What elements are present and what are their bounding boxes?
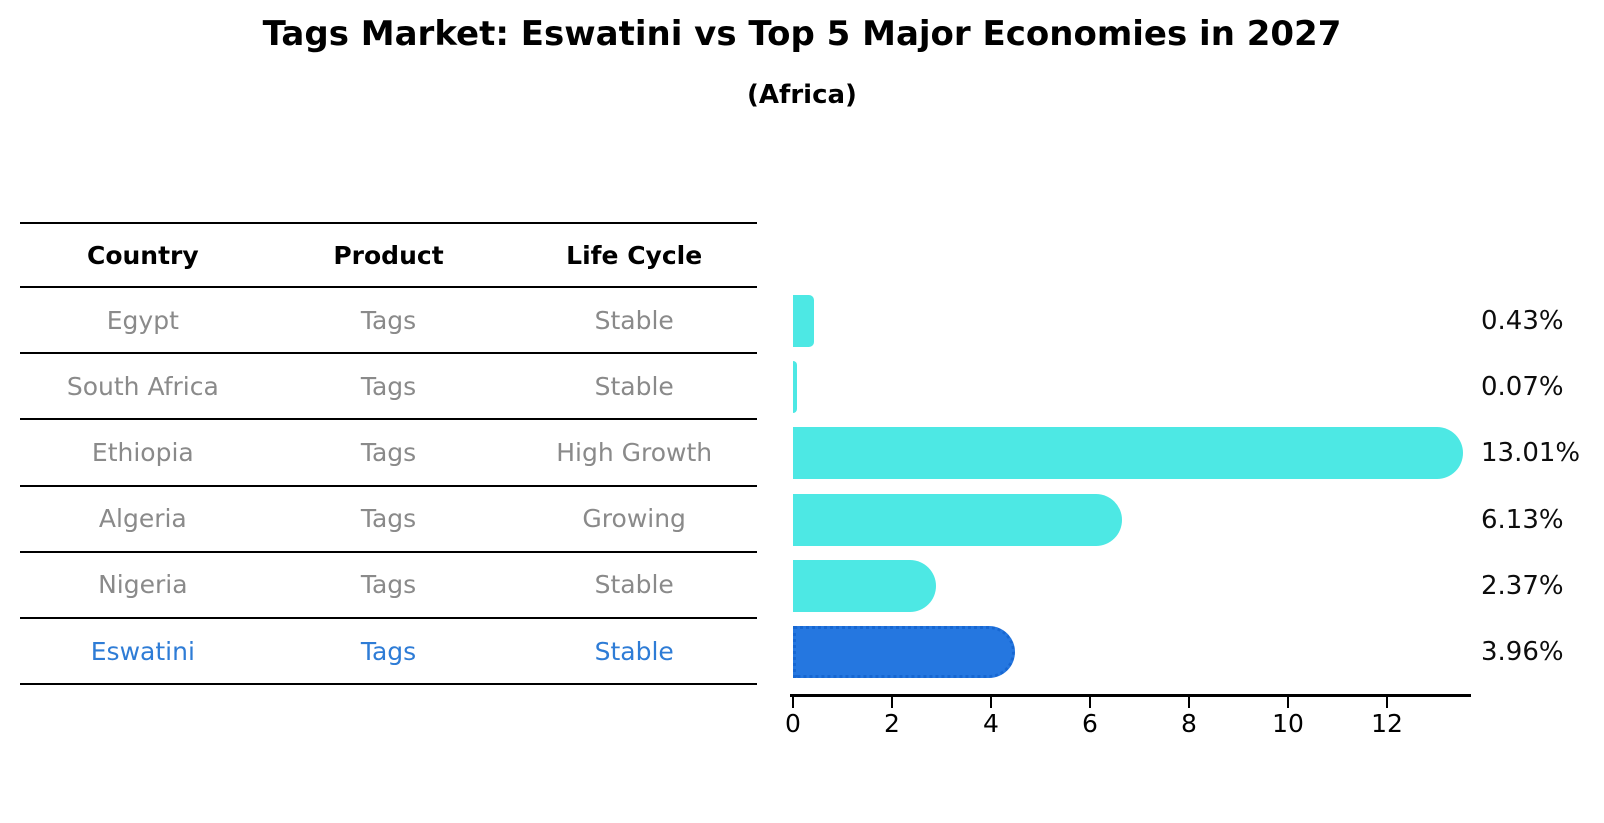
country-cell: South Africa bbox=[66, 371, 219, 401]
value-label-ethiopia: 13.01% bbox=[1481, 438, 1581, 469]
table-row-algeria: Algeria Tags Growing bbox=[20, 487, 757, 553]
country-cell: Algeria bbox=[98, 504, 187, 534]
value-label-south-africa: 0.07% bbox=[1481, 372, 1564, 403]
country-cell: Ethiopia bbox=[91, 437, 194, 467]
value-label-algeria: 6.13% bbox=[1481, 504, 1564, 535]
country-cell: Eswatini bbox=[90, 636, 195, 666]
lifecycle-cell: Stable bbox=[594, 570, 674, 600]
table-header-row: Country Product Life Cycle bbox=[20, 222, 757, 288]
bar-row-ethiopia bbox=[793, 420, 1483, 486]
x-tick-label-12: 12 bbox=[1371, 709, 1403, 738]
x-tick-label-6: 6 bbox=[1082, 709, 1098, 738]
x-tick-label-4: 4 bbox=[983, 709, 999, 738]
bar-algeria bbox=[793, 493, 1123, 546]
table-body: Egypt Tags Stable South Africa Tags Stable Eth… bbox=[20, 288, 757, 686]
x-tick-label-0: 0 bbox=[785, 709, 801, 738]
country-table: Country Product Life Cycle Egypt Tags Stab… bbox=[20, 222, 757, 686]
lifecycle-cell: Stable bbox=[594, 371, 674, 401]
product-cell: Tags bbox=[360, 570, 417, 600]
x-tick-mark-0 bbox=[791, 696, 795, 708]
bar-row-algeria bbox=[793, 487, 1483, 553]
table-row-eswatini: Eswatini Tags Stable bbox=[20, 619, 757, 686]
bar-row-nigeria bbox=[793, 553, 1483, 619]
column-header-country: Country bbox=[86, 240, 199, 270]
value-label-nigeria: 2.37% bbox=[1481, 570, 1564, 601]
bar-eswatini bbox=[793, 626, 1015, 679]
bar-row-egypt bbox=[793, 288, 1483, 354]
x-tick-mark-8 bbox=[1187, 696, 1191, 708]
column-header-lifecycle: Life Cycle bbox=[566, 240, 703, 270]
country-cell: Egypt bbox=[106, 305, 179, 335]
bar-row-south-africa bbox=[793, 354, 1483, 420]
x-tick-mark-4 bbox=[989, 696, 993, 708]
bar-nigeria bbox=[793, 559, 937, 612]
x-tick-mark-2 bbox=[890, 696, 894, 708]
table-row-ethiopia: Ethiopia Tags High Growth bbox=[20, 420, 757, 487]
x-tick-mark-12 bbox=[1385, 696, 1389, 708]
table-row-egypt: Egypt Tags Stable bbox=[20, 288, 757, 355]
product-cell: Tags bbox=[360, 504, 417, 534]
bar-egypt bbox=[793, 295, 815, 348]
value-label-eswatini: 3.96% bbox=[1481, 637, 1564, 668]
chart-subtitle: (Africa) bbox=[747, 80, 857, 110]
product-cell: Tags bbox=[360, 305, 417, 335]
country-cell: Nigeria bbox=[98, 570, 188, 600]
column-header-product: Product bbox=[333, 240, 444, 270]
bar-plot-area bbox=[793, 288, 1483, 685]
bar-south-africa bbox=[793, 361, 797, 414]
product-cell: Tags bbox=[360, 636, 417, 666]
table-row-south-africa: South Africa Tags Stable bbox=[20, 354, 757, 421]
x-tick-label-10: 10 bbox=[1272, 709, 1304, 738]
product-cell: Tags bbox=[360, 371, 417, 401]
bar-ethiopia bbox=[793, 427, 1463, 480]
chart-title: Tags Market: Eswatini vs Top 5 Major Eco… bbox=[262, 14, 1342, 54]
x-axis-line bbox=[790, 694, 1471, 697]
x-tick-label-8: 8 bbox=[1181, 709, 1197, 738]
lifecycle-cell: High Growth bbox=[556, 437, 713, 467]
x-tick-mark-6 bbox=[1088, 696, 1092, 708]
value-label-egypt: 0.43% bbox=[1481, 306, 1564, 337]
lifecycle-cell: Stable bbox=[594, 305, 674, 335]
product-cell: Tags bbox=[360, 437, 417, 467]
table-row-nigeria: Nigeria Tags Stable bbox=[20, 553, 757, 619]
bar-row-eswatini bbox=[793, 619, 1483, 685]
lifecycle-cell: Stable bbox=[594, 636, 674, 666]
x-tick-mark-10 bbox=[1286, 696, 1290, 708]
lifecycle-cell: Growing bbox=[582, 504, 686, 534]
x-tick-label-2: 2 bbox=[884, 709, 900, 738]
